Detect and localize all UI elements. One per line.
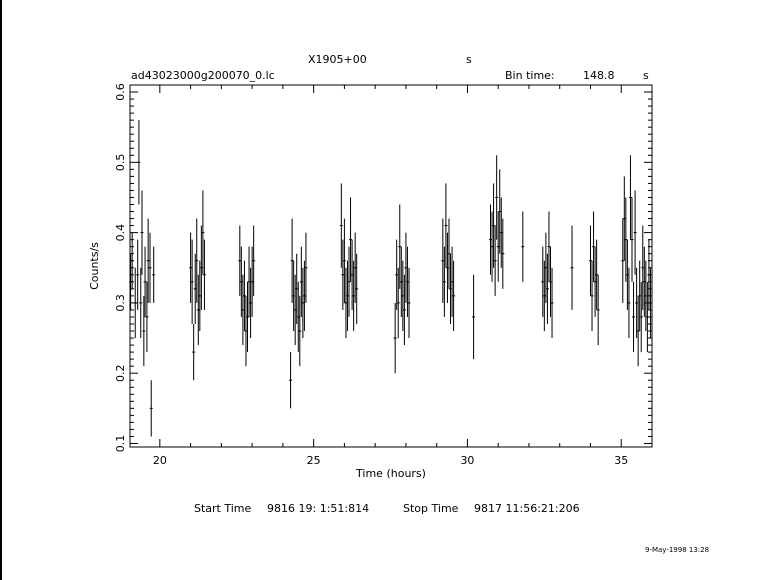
y-tick-label: 0.3: [114, 294, 127, 312]
source-name: X1905+00: [308, 53, 367, 66]
y-axis-label: Counts/s: [88, 242, 101, 290]
axis-ticks: 20 25 30 35 0.1 0.2 0.3 0.4 0.5 0.6: [114, 83, 653, 467]
date-stamp: 9-May-1998 13:28: [645, 546, 710, 554]
x-tick-label: 30: [460, 454, 474, 467]
y-tick-label: 0.1: [114, 435, 127, 453]
y-tick-label: 0.2: [114, 364, 127, 382]
x-tick-label: 25: [307, 454, 321, 467]
plot-frame: [129, 84, 653, 448]
y-tick-label: 0.6: [114, 83, 127, 101]
start-time-value: 9816 19: 1:51:814: [267, 502, 370, 515]
bin-time-unit: s: [643, 69, 649, 82]
stop-time-label: Stop Time: [403, 502, 459, 515]
bin-time-value: 148.8: [583, 69, 615, 82]
data-marks: [129, 120, 652, 437]
x-axis-label: Time (hours): [355, 467, 426, 480]
y-tick-label: 0.5: [114, 154, 127, 172]
x-tick-label: 20: [153, 454, 167, 467]
x-tick-label: 35: [614, 454, 628, 467]
file-name: ad43023000g200070_0.lc: [131, 69, 275, 82]
source-suffix: s: [466, 53, 472, 66]
y-tick-label: 0.4: [114, 224, 127, 242]
window-edge: [0, 0, 2, 580]
start-time-label: Start Time: [194, 502, 252, 515]
bin-time-label: Bin time:: [505, 69, 555, 82]
stop-time-value: 9817 11:56:21:206: [474, 502, 580, 515]
